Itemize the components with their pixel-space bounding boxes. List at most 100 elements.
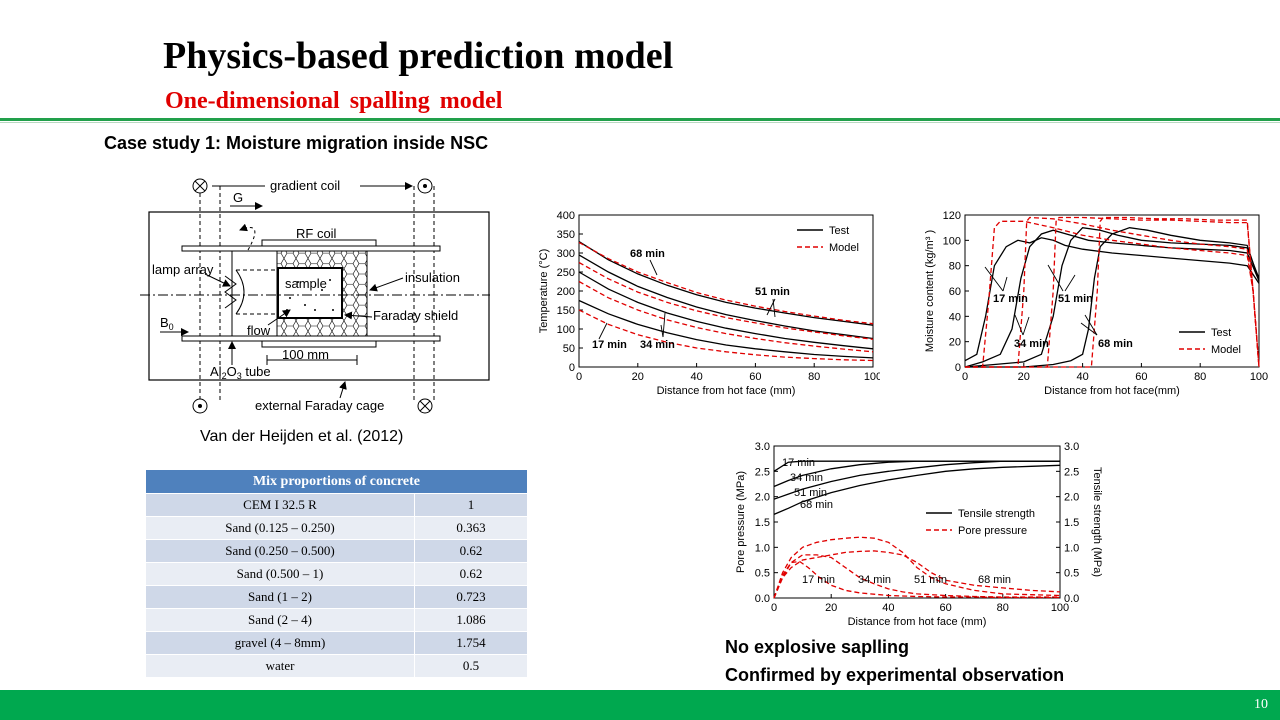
mix-proportions-table: Mix proportions of concrete CEM I 32.5 R… <box>145 469 528 678</box>
annotation-arrow <box>1084 314 1098 336</box>
x-tick-label: 80 <box>808 371 820 383</box>
conclusion-line-2: Confirmed by experimental observation <box>725 665 1065 685</box>
x-tick-label: 40 <box>882 602 894 614</box>
x-tick-label: 60 <box>1135 371 1147 383</box>
x-tick-label: 20 <box>825 602 837 614</box>
annotation-label: 68 min <box>978 574 1011 586</box>
series-line <box>964 237 1260 362</box>
annotation-arrow <box>1080 322 1098 336</box>
y-tick-label: 350 <box>557 229 575 241</box>
y-tick-label: 2.5 <box>755 466 770 478</box>
y-axis-label: Temperature (°C) <box>538 249 550 333</box>
y-tick-label: 150 <box>557 305 575 317</box>
x-tick-label: 40 <box>1076 371 1088 383</box>
annotation-label: 17 min <box>802 574 835 586</box>
y-tick-label: 40 <box>949 311 961 323</box>
y-tick-label: 1.0 <box>755 542 770 554</box>
annotation-label: 17 min <box>993 293 1028 305</box>
series-line <box>773 550 1061 599</box>
y-tick-label: 80 <box>949 261 961 273</box>
annotation-arrow <box>598 322 608 340</box>
series-line <box>773 536 1061 599</box>
annotation-label: 34 min <box>1014 338 1049 350</box>
series-line <box>965 220 1260 368</box>
annotation-arrow <box>660 324 664 338</box>
x-tick-label: 0 <box>771 602 777 614</box>
annotation-label: 51 min <box>1058 293 1093 305</box>
annotation-arrow <box>1002 276 1008 292</box>
series-line <box>578 309 874 362</box>
x-tick-label: 20 <box>1018 371 1030 383</box>
gradient-coil-label: gradient coil <box>270 178 340 193</box>
y-axis-label: Pore pressure (MPa) <box>735 471 747 573</box>
case-study-title: Case study 1: Moisture migration inside … <box>104 133 489 153</box>
page-title: Physics-based prediction model <box>163 35 674 77</box>
annotation-arrow <box>1014 314 1024 336</box>
b0-label: B0 <box>160 315 174 332</box>
legend-label: Model <box>829 242 859 254</box>
flow-label: flow <box>247 323 271 338</box>
series-line <box>965 216 1260 368</box>
y-tick-label: 100 <box>943 235 961 247</box>
legend-label: Test <box>1211 327 1231 339</box>
faraday-shield-label: Faraday shield <box>373 308 458 323</box>
x-tick-label: 40 <box>690 371 702 383</box>
g-label: G <box>233 190 243 205</box>
annotation-label: 68 min <box>630 248 665 260</box>
y-tick-label: 20 <box>949 337 961 349</box>
legend-label: Pore pressure <box>958 525 1027 537</box>
x-tick-label: 0 <box>576 371 582 383</box>
legend-label: Tensile strength <box>958 508 1035 520</box>
legend-label: Model <box>1211 344 1241 356</box>
y-tick-label: 0.5 <box>755 568 770 580</box>
x-tick-label: 100 <box>1250 371 1268 383</box>
table-row: gravel (4 – 8mm) 1.754 <box>145 631 528 655</box>
annotation-arrow <box>984 266 1004 292</box>
series-line <box>965 227 1260 368</box>
y2-tick-label: 0.0 <box>1064 593 1079 605</box>
x-tick-label: 0 <box>962 371 968 383</box>
x-tick-label: 100 <box>864 371 880 383</box>
y-tick-label: 100 <box>557 324 575 336</box>
header-rule-shadow <box>0 122 1280 123</box>
y-axis-label: Moisture content (kg/m³ ) <box>925 230 936 352</box>
table-row: Sand (0.250 – 0.500) 0.62 <box>145 539 528 563</box>
x-tick-label: 100 <box>1051 602 1069 614</box>
y-tick-label: 1.5 <box>755 517 770 529</box>
conclusion-line-1: No explosive saplling <box>725 637 910 657</box>
x-axis-label: Distance from hot face (mm) <box>848 616 987 628</box>
y2-tick-label: 3.0 <box>1064 441 1079 453</box>
y-tick-label: 0.0 <box>755 593 770 605</box>
series-line <box>578 241 874 326</box>
y-tick-label: 300 <box>557 248 575 260</box>
page-subtitle: One-dimensional spalling model <box>165 88 503 114</box>
y-tick-label: 250 <box>557 267 575 279</box>
series-line <box>773 560 1060 599</box>
sample-label: sample <box>285 276 327 291</box>
y2-tick-label: 1.5 <box>1064 517 1079 529</box>
citation: Van der Heijden et al. (2012) <box>200 428 404 445</box>
page-number: 10 <box>1254 697 1268 712</box>
y-tick-label: 0 <box>955 362 961 374</box>
annotation-label: 68 min <box>800 499 833 511</box>
y-tick-label: 3.0 <box>755 441 770 453</box>
y-tick-label: 400 <box>557 210 575 222</box>
annotation-arrow <box>649 259 658 276</box>
series-line <box>964 227 1260 368</box>
series-line <box>578 271 874 350</box>
lamp-array-label: lamp array <box>152 262 214 277</box>
x-tick-label: 60 <box>939 602 951 614</box>
series-line <box>773 460 1060 500</box>
y-tick-label: 0 <box>569 362 575 374</box>
table-row: Sand (2 – 4) 1.086 <box>145 608 528 632</box>
series-line <box>964 229 1260 368</box>
series-line <box>965 216 1260 368</box>
header-rule <box>0 118 1280 121</box>
dimension-label: 100 mm <box>282 347 329 362</box>
cage-label: external Faraday cage <box>255 398 384 413</box>
annotation-label: 34 min <box>858 574 891 586</box>
legend-label: Test <box>829 225 849 237</box>
table-row: Sand (1 – 2) 0.723 <box>145 585 528 609</box>
y-tick-label: 50 <box>563 343 575 355</box>
